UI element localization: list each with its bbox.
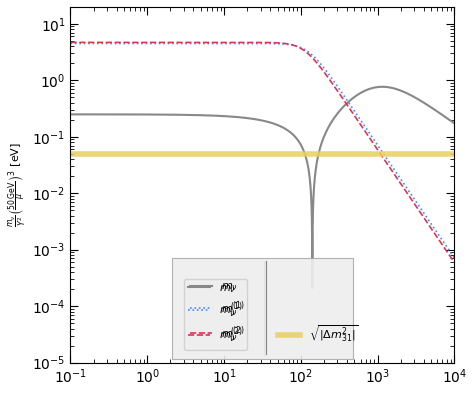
$m_\nu$ bbox=[68, 112, 73, 117]
$m_\nu^{(1)}$ bbox=[214, 41, 220, 46]
$m_\nu$ bbox=[298, 142, 303, 147]
$m_\nu$ bbox=[214, 114, 220, 118]
$m_\nu^{(2)}$ bbox=[137, 40, 143, 45]
Line: $m_\nu^{(1)}$: $m_\nu^{(1)}$ bbox=[71, 44, 455, 258]
$m_\nu^{(2)}$ bbox=[214, 40, 220, 45]
$m_\nu^{(2)}$ bbox=[68, 40, 73, 45]
$m_\nu^{(2)}$ bbox=[317, 64, 323, 69]
$m_\nu^{(1)}$ bbox=[137, 41, 143, 46]
$m_\nu$ bbox=[452, 121, 457, 126]
$m_\nu^{(1)}$ bbox=[317, 61, 323, 66]
$m_\nu^{(2)}$ bbox=[298, 46, 303, 51]
$m_\nu$ bbox=[310, 286, 315, 290]
$m_\nu^{(1)}$ bbox=[298, 45, 303, 50]
FancyBboxPatch shape bbox=[172, 258, 353, 359]
$m_\nu^{(1)}$ bbox=[354, 112, 360, 117]
$m_\nu$ bbox=[379, 84, 385, 89]
$m_\nu$ bbox=[137, 112, 143, 117]
$\sqrt{|\Delta m^2_{31}|}$ bbox=[145, 152, 150, 157]
$m_\nu^{(2)}$ bbox=[383, 160, 389, 165]
Line: $m_\nu$: $m_\nu$ bbox=[71, 87, 455, 288]
Y-axis label: $\frac{m_\nu}{Y^2}\left(\frac{50\,\mathrm{GeV}}{\mu}\right)^3$ [eV]: $\frac{m_\nu}{Y^2}\left(\frac{50\,\mathr… bbox=[7, 142, 29, 227]
$m_\nu^{(1)}$ bbox=[68, 41, 73, 46]
$m_\nu^{(2)}$ bbox=[354, 117, 360, 121]
$m_\nu$ bbox=[383, 84, 389, 89]
Legend: $\sqrt{|\Delta m^2_{31}|}$: $\sqrt{|\Delta m^2_{31}|}$ bbox=[274, 319, 364, 348]
$m_\nu^{(2)}$ bbox=[452, 260, 457, 265]
$m_\nu^{(1)}$ bbox=[383, 155, 389, 160]
$m_\nu^{(1)}$ bbox=[452, 255, 457, 260]
$m_\nu$ bbox=[318, 145, 323, 150]
Line: $m_\nu^{(2)}$: $m_\nu^{(2)}$ bbox=[71, 42, 455, 263]
$m_\nu$ bbox=[354, 93, 360, 97]
